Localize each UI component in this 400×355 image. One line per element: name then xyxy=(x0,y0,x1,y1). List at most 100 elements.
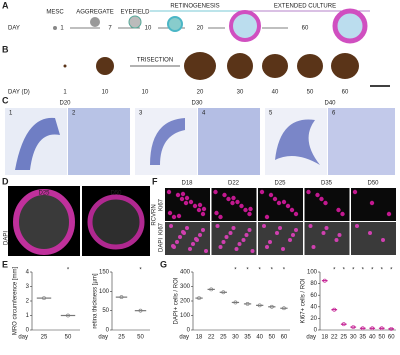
day: D22 xyxy=(228,181,240,187)
cell xyxy=(218,214,223,220)
significance: * xyxy=(362,268,365,274)
image-grid xyxy=(165,188,396,255)
x-tick-label: 30 xyxy=(350,335,357,341)
cell xyxy=(175,192,181,198)
cell xyxy=(218,245,223,249)
row-label: DAPI xyxy=(159,238,165,252)
subpanel-number: 1 xyxy=(9,111,13,117)
point xyxy=(269,304,274,309)
x-label: day xyxy=(179,335,189,341)
significance: * xyxy=(283,268,286,274)
significance: * xyxy=(246,268,249,274)
y-tick-label: 200 xyxy=(180,299,191,305)
cell xyxy=(241,238,246,242)
x-tick-label: 50 xyxy=(268,335,275,341)
point xyxy=(119,295,124,300)
cell xyxy=(234,247,239,251)
cell xyxy=(167,210,173,216)
cell xyxy=(179,196,185,202)
cell xyxy=(224,235,229,239)
y-tick-label: 4 xyxy=(26,270,30,276)
panel-label: G xyxy=(160,259,167,269)
significance: * xyxy=(259,268,262,274)
point xyxy=(42,296,46,301)
cell xyxy=(248,206,253,212)
cell xyxy=(311,245,316,249)
significance: * xyxy=(343,268,346,274)
day: 1 xyxy=(63,90,67,96)
cell xyxy=(201,228,205,232)
point xyxy=(351,325,356,330)
cell xyxy=(278,226,282,230)
x-tick-label: 22 xyxy=(208,335,215,341)
cell xyxy=(315,192,320,198)
day: 60 xyxy=(302,26,309,32)
y-tick-label: 100 xyxy=(99,289,110,295)
y-tick-label: 400 xyxy=(180,270,191,276)
stain: RCVRN xyxy=(152,204,158,225)
cell xyxy=(265,245,269,249)
cell xyxy=(352,189,358,195)
timeline xyxy=(70,10,370,29)
histology xyxy=(5,108,395,175)
point xyxy=(370,326,375,331)
cell xyxy=(201,206,207,212)
cell xyxy=(194,237,198,241)
y-tick-label: 0 xyxy=(314,328,318,334)
day: D50 xyxy=(367,181,379,187)
y-label: DAPI+ cells / ROI xyxy=(174,277,180,324)
cell xyxy=(262,224,266,228)
cell xyxy=(178,235,182,239)
x-tick-label: 30 xyxy=(232,335,239,341)
organoids xyxy=(63,52,390,87)
x-tick-label: 22 xyxy=(331,335,338,341)
subpanel-number: 4 xyxy=(202,111,206,117)
y-label: MRO circumference [mm] xyxy=(13,266,19,335)
panel-label: C xyxy=(2,95,9,105)
day: 20 xyxy=(197,90,204,96)
day: D25 xyxy=(38,191,50,197)
point xyxy=(209,287,214,292)
subpanel-number: 5 xyxy=(269,111,273,117)
y-tick-label: 1 xyxy=(26,313,30,319)
cell xyxy=(386,211,392,217)
cell xyxy=(268,192,274,198)
cell xyxy=(188,247,192,251)
icon xyxy=(53,26,57,30)
day: 60 xyxy=(342,90,349,96)
point xyxy=(379,326,384,331)
point xyxy=(245,301,250,306)
phase-label: EXTENDED CULTURE xyxy=(274,4,336,10)
y-tick-label: 300 xyxy=(180,284,191,290)
significance: * xyxy=(67,268,70,274)
cell xyxy=(291,233,295,237)
point xyxy=(257,303,262,308)
point xyxy=(282,306,286,311)
y-tick-label: 100 xyxy=(180,313,191,319)
significance: * xyxy=(271,268,274,274)
header: D40 xyxy=(324,101,336,107)
phase-label: RETINOGENESIS xyxy=(170,4,219,10)
point xyxy=(341,322,346,327)
cell xyxy=(191,242,195,246)
cell xyxy=(294,228,298,232)
cell xyxy=(250,249,255,253)
significance: * xyxy=(390,268,393,274)
point xyxy=(138,308,143,313)
cell xyxy=(228,231,233,235)
significance: * xyxy=(352,268,355,274)
x-tick-label: 50 xyxy=(137,335,144,341)
panel-label: A xyxy=(2,0,9,10)
cell xyxy=(281,199,287,205)
cell xyxy=(215,224,220,228)
stain: DAPI xyxy=(4,231,10,245)
cell xyxy=(285,203,291,209)
stage-label: EYEFIELD xyxy=(120,10,150,16)
x-tick-label: 40 xyxy=(256,335,263,341)
cell xyxy=(369,200,375,206)
cell xyxy=(336,207,341,213)
x-label: day xyxy=(98,335,108,341)
panel-label: B xyxy=(2,44,9,54)
day: 20 xyxy=(197,26,204,32)
cell xyxy=(176,213,182,219)
